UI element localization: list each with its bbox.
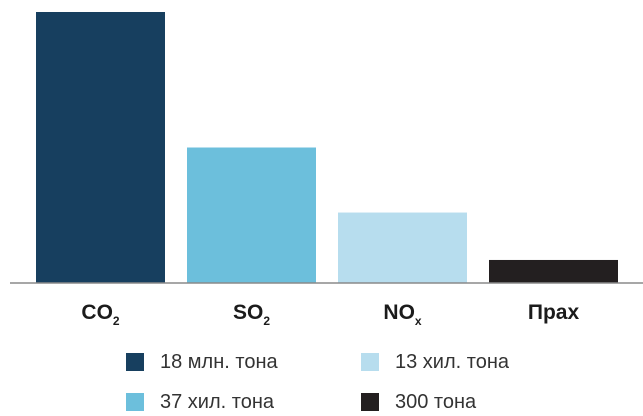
legend-label: 18 млн. тона	[160, 350, 278, 373]
legend-swatch	[126, 353, 144, 371]
bars-group	[36, 12, 618, 283]
bar-3	[338, 212, 467, 283]
category-label: Прах	[528, 301, 580, 324]
category-label-main: NO	[383, 301, 415, 324]
legend: 18 млн. тона 13 хил. тона 37 хил. тона 3…	[0, 348, 643, 413]
category-label-subscript: x	[415, 314, 422, 328]
legend-label: 37 хил. тона	[160, 390, 274, 413]
legend-swatch	[361, 393, 379, 411]
category-label: NOx	[383, 301, 422, 328]
category-label: SO2	[233, 301, 270, 328]
bar-1	[36, 12, 165, 283]
legend-swatch	[126, 393, 144, 411]
legend-swatch	[361, 353, 379, 371]
legend-item: 18 млн. тона	[126, 348, 278, 376]
category-label: CO2	[81, 301, 120, 328]
legend-item: 300 тона	[361, 388, 476, 416]
bar-chart: CO2 SO2 NOx Прах	[10, 12, 643, 328]
legend-label: 300 тона	[395, 390, 477, 413]
category-label-main: Прах	[528, 301, 580, 324]
legend-item: 13 хил. тона	[361, 348, 509, 376]
bar-4	[489, 259, 618, 283]
category-labels: CO2 SO2 NOx Прах	[81, 301, 579, 328]
category-label-subscript: 2	[113, 314, 120, 328]
bar-2	[187, 147, 316, 283]
legend-item: 37 хил. тона	[126, 388, 274, 416]
category-label-subscript: 2	[263, 314, 270, 328]
category-label-main: CO	[81, 301, 113, 324]
legend-label: 13 хил. тона	[395, 350, 509, 373]
category-label-main: SO	[233, 301, 263, 324]
